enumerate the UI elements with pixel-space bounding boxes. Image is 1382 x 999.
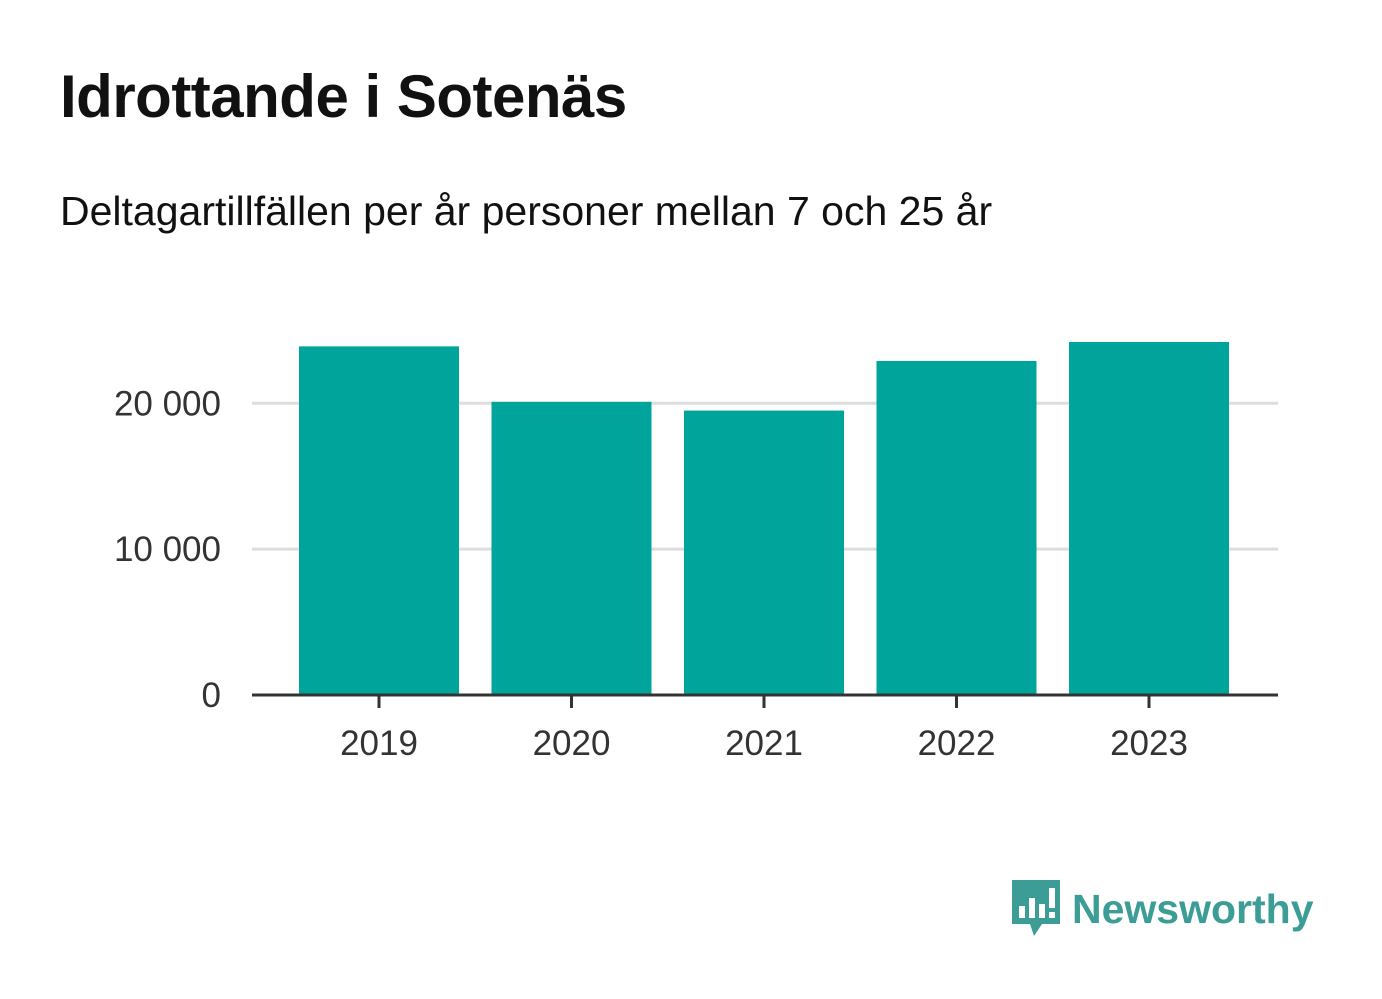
x-tick-label: 2020 [533, 724, 611, 763]
x-tick-label: 2021 [725, 724, 803, 763]
bar-chart-speech-bubble-icon [1012, 880, 1060, 936]
bar [491, 401, 652, 695]
bar [876, 360, 1037, 695]
axis-layer [252, 693, 1278, 708]
label-layer: 0 10 000 20 000 2019 2020 2021 2022 2023 [114, 384, 1188, 763]
x-tick-label: 2022 [918, 724, 996, 763]
bar [684, 410, 844, 695]
newsworthy-logo: Newsworthy [1010, 878, 1314, 940]
bar [1069, 342, 1229, 695]
y-tick-label: 0 [202, 676, 221, 715]
x-tick-label: 2019 [340, 724, 418, 763]
chart-subtitle: Deltagartillfällen per år personer mella… [60, 188, 993, 234]
chart-title: Idrottande i Sotenäs [60, 63, 627, 130]
x-tick-label: 2023 [1110, 724, 1188, 763]
y-tick-label: 10 000 [114, 530, 221, 569]
y-tick-label: 20 000 [114, 384, 221, 423]
bar [299, 346, 459, 695]
brand-name: Newsworthy [1072, 885, 1314, 932]
bar-layer [299, 342, 1229, 695]
